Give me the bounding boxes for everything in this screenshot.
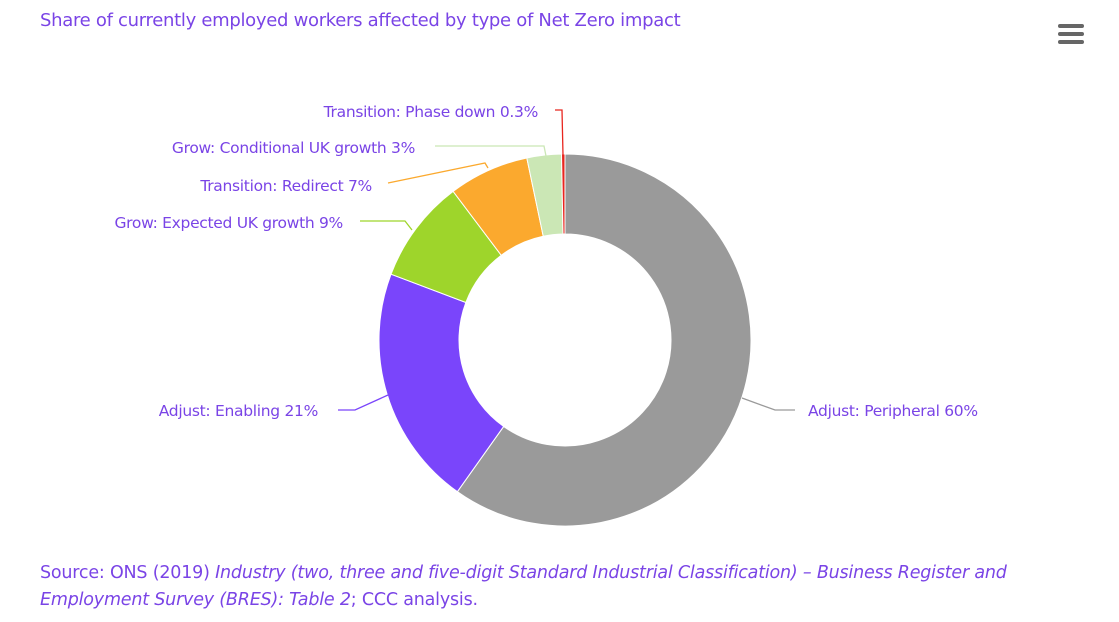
source-note: Source: ONS (2019) Industry (two, three … bbox=[40, 560, 1090, 614]
donut-slice-adjust-peripheral[interactable] bbox=[456, 153, 752, 527]
connector-line bbox=[360, 220, 413, 231]
data-label: Grow: Conditional UK growth 3% bbox=[172, 139, 415, 157]
chart-title: Share of currently employed workers affe… bbox=[40, 10, 681, 31]
connector-line bbox=[555, 109, 564, 156]
donut-slice-adjust-enabling[interactable] bbox=[378, 273, 505, 493]
source-title: Industry (two, three and five-digit Stan… bbox=[40, 563, 1007, 610]
data-label: Transition: Phase down 0.3% bbox=[323, 103, 538, 121]
hamburger-menu-icon[interactable] bbox=[1058, 24, 1084, 44]
connector-line bbox=[435, 145, 547, 157]
data-label: Transition: Redirect 7% bbox=[199, 177, 372, 195]
data-label: Adjust: Enabling 21% bbox=[159, 402, 318, 420]
data-label: Adjust: Peripheral 60% bbox=[808, 402, 978, 420]
connector-line bbox=[338, 394, 389, 411]
connector-line bbox=[387, 162, 489, 184]
connector-line bbox=[741, 397, 795, 411]
source-prefix: Source: ONS (2019) bbox=[40, 563, 216, 583]
data-label: Grow: Expected UK growth 9% bbox=[114, 214, 343, 232]
donut-chart: Adjust: Peripheral 60% Adjust: Enabling 2… bbox=[114, 103, 978, 527]
source-suffix: ; CCC analysis. bbox=[350, 590, 478, 610]
